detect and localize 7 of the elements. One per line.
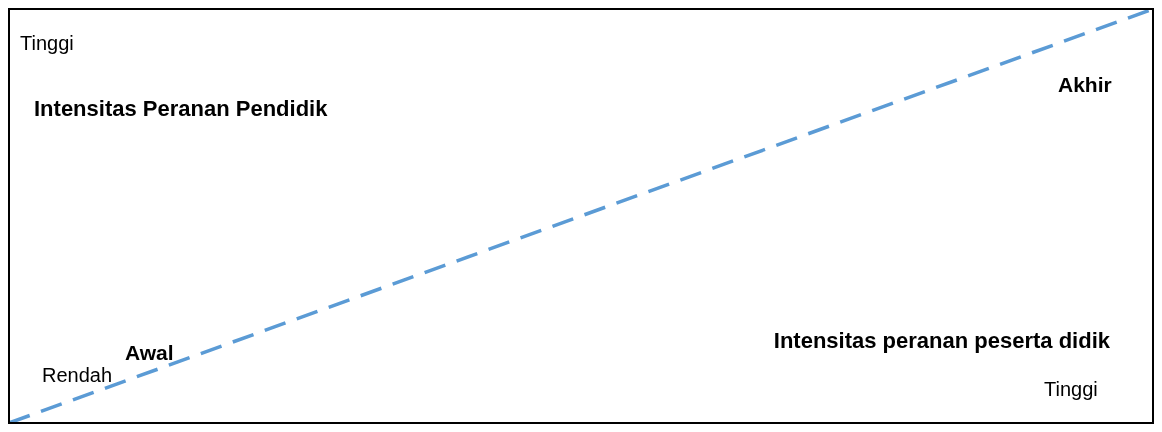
annotation: Akhir [1058, 73, 1112, 96]
annotation: Tinggi [1044, 378, 1098, 400]
annotation: Awal [125, 341, 174, 364]
y-axis-title: Intensitas Peranan Pendidik [34, 96, 329, 121]
x-axis-title: Intensitas peranan peserta didik [773, 328, 1111, 353]
annotation: Rendah [42, 364, 113, 386]
annotation: Tinggi [20, 32, 74, 54]
